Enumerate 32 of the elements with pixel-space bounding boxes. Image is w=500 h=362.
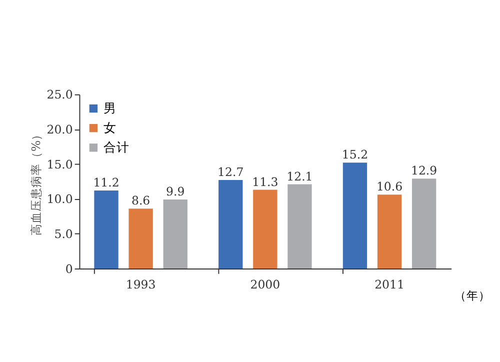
bar xyxy=(218,180,243,268)
data-label: 12.7 xyxy=(218,165,244,180)
y-tick-label: 15.0 xyxy=(46,157,73,172)
bar xyxy=(253,190,278,268)
data-label: 10.6 xyxy=(376,180,403,194)
x-tick-label: 1993 xyxy=(126,278,156,292)
y-tick-label: 25.0 xyxy=(46,88,73,102)
y-axis-title: 高血压患病率（%） xyxy=(28,128,43,236)
data-label: 11.3 xyxy=(252,174,278,189)
x-axis-title: （年） xyxy=(454,288,491,302)
data-label: 11.2 xyxy=(93,176,120,190)
legend-label: 合计 xyxy=(104,140,130,155)
data-label: 8.6 xyxy=(131,194,150,208)
data-label: 12.9 xyxy=(410,164,438,178)
bar xyxy=(163,200,188,268)
bar xyxy=(94,190,118,268)
data-label: 9.9 xyxy=(166,184,185,199)
data-label: 15.2 xyxy=(342,148,368,162)
y-tick-label: 10.0 xyxy=(46,192,73,206)
y-tick-label: 0 xyxy=(65,262,73,276)
y-tick-label: 5.0 xyxy=(54,227,73,242)
bar xyxy=(377,194,402,268)
x-tick-label: 2000 xyxy=(250,278,280,292)
x-tick-label: 2011 xyxy=(374,278,404,292)
bar xyxy=(128,208,153,268)
y-tick-label: 20.0 xyxy=(46,122,73,137)
legend-label: 女 xyxy=(104,120,117,135)
legend-label: 男 xyxy=(104,100,117,116)
bar xyxy=(342,162,368,268)
bar xyxy=(288,184,312,268)
data-label: 12.1 xyxy=(286,169,313,184)
bar xyxy=(412,178,436,268)
